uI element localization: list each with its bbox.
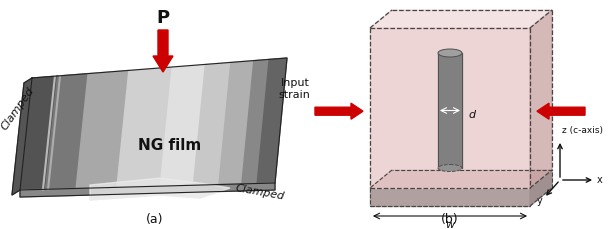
Text: w: w: [445, 220, 454, 229]
Polygon shape: [438, 53, 462, 168]
Polygon shape: [219, 61, 254, 185]
Text: P: P: [156, 9, 170, 27]
Polygon shape: [161, 64, 205, 186]
Polygon shape: [117, 67, 172, 187]
Polygon shape: [257, 58, 287, 183]
Polygon shape: [242, 59, 269, 184]
Polygon shape: [370, 170, 552, 188]
FancyArrow shape: [537, 103, 585, 119]
Polygon shape: [90, 178, 230, 200]
Text: d: d: [468, 111, 475, 120]
Polygon shape: [12, 78, 32, 195]
Polygon shape: [193, 62, 231, 185]
Polygon shape: [370, 10, 552, 28]
Polygon shape: [530, 170, 552, 206]
Text: Clamped: Clamped: [0, 85, 36, 132]
Text: NG film: NG film: [138, 137, 202, 153]
FancyArrow shape: [153, 30, 173, 72]
Polygon shape: [370, 188, 530, 206]
FancyArrow shape: [315, 103, 363, 119]
Polygon shape: [90, 178, 230, 200]
Text: (b): (b): [441, 213, 459, 226]
Text: Input
strain: Input strain: [278, 78, 310, 100]
Polygon shape: [370, 28, 530, 188]
Polygon shape: [46, 74, 88, 189]
Text: Clamped: Clamped: [235, 183, 286, 202]
Polygon shape: [20, 183, 275, 197]
Text: y: y: [537, 196, 543, 206]
Polygon shape: [76, 70, 129, 188]
Text: (a): (a): [146, 213, 164, 226]
Polygon shape: [530, 10, 552, 188]
Text: x: x: [597, 175, 603, 185]
Polygon shape: [20, 76, 57, 190]
Ellipse shape: [438, 164, 462, 172]
Ellipse shape: [438, 49, 462, 57]
Text: z (c-axis): z (c-axis): [562, 126, 603, 135]
